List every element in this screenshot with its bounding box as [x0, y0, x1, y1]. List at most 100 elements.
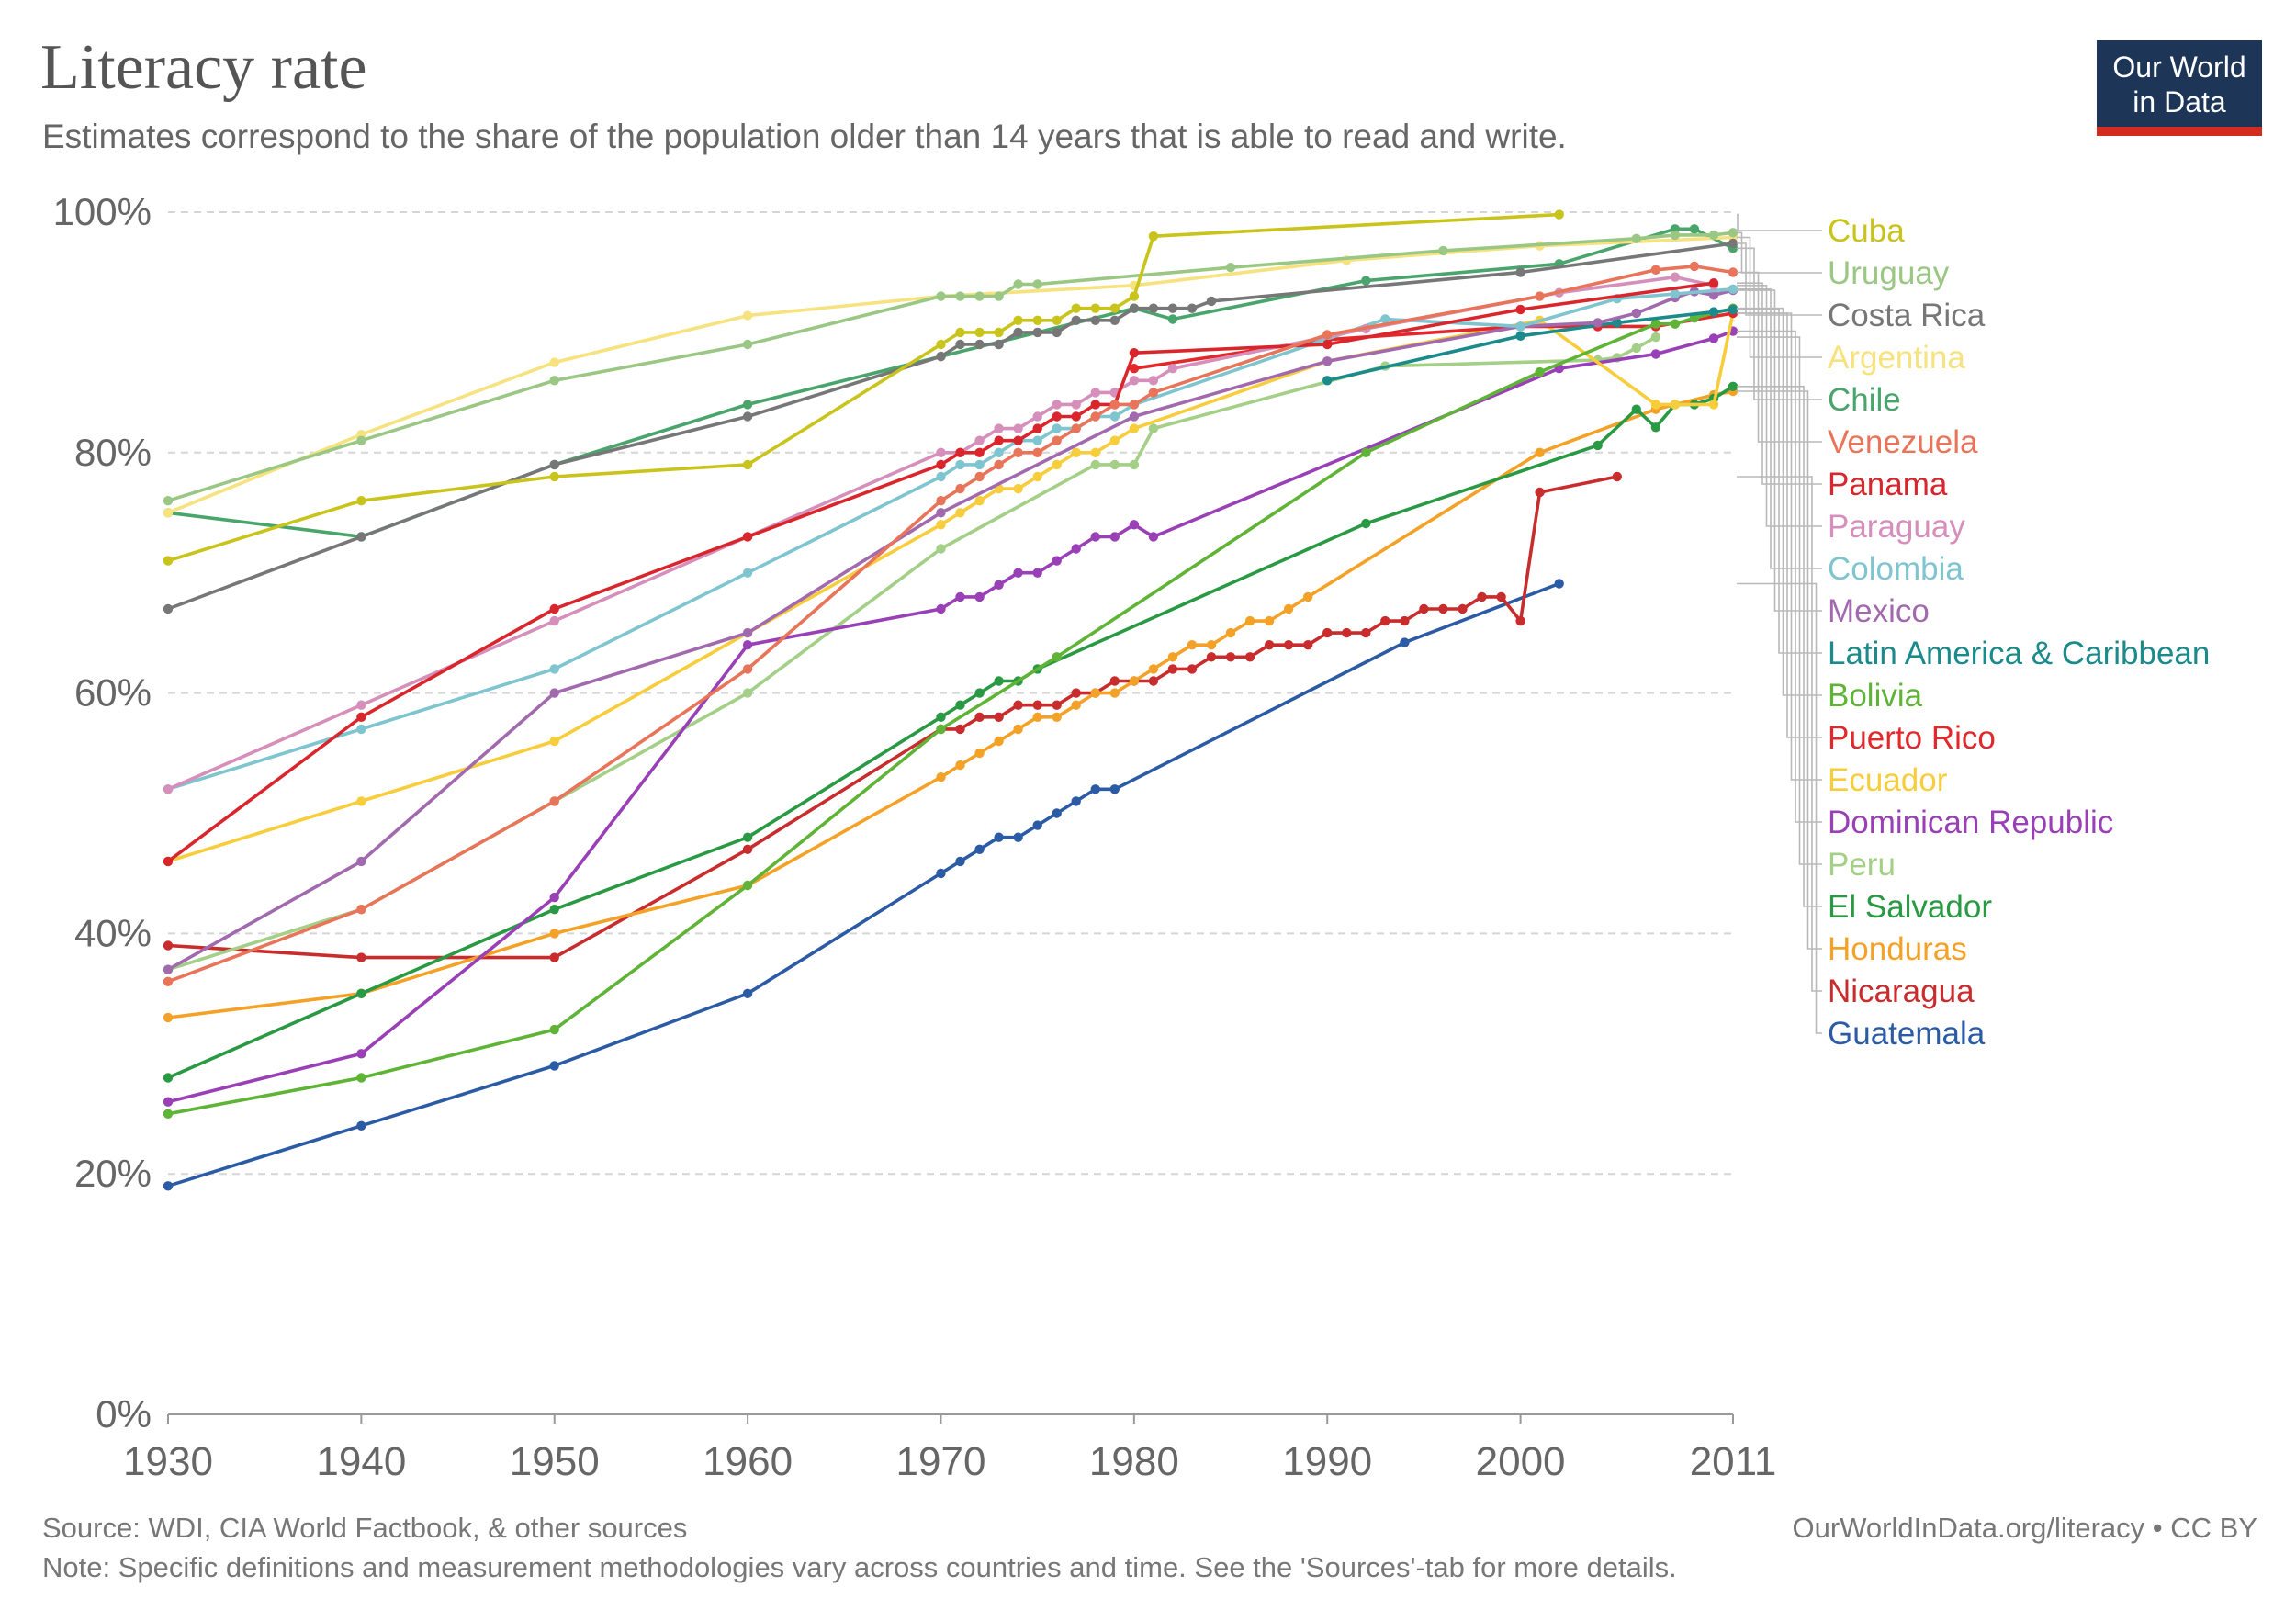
legend-item-latin-america-caribbean[interactable]: Latin America & Caribbean	[1828, 636, 2210, 671]
data-point-argentina[interactable]	[549, 357, 559, 367]
data-point-guatemala[interactable]	[974, 844, 985, 854]
data-point-venezuela[interactable]	[955, 483, 965, 494]
data-point-costa-rica[interactable]	[742, 411, 753, 422]
data-point-costa-rica[interactable]	[549, 459, 559, 470]
data-point-nicaragua[interactable]	[1283, 640, 1294, 650]
data-point-peru[interactable]	[1129, 459, 1140, 470]
data-point-colombia[interactable]	[955, 459, 965, 470]
data-point-nicaragua[interactable]	[1515, 615, 1525, 626]
data-point-honduras[interactable]	[163, 1012, 174, 1023]
data-point-nicaragua[interactable]	[1032, 700, 1042, 710]
data-point-costa-rica[interactable]	[1129, 303, 1140, 313]
data-point-chile[interactable]	[1167, 314, 1178, 324]
data-point-nicaragua[interactable]	[974, 712, 985, 722]
legend-item-nicaragua[interactable]: Nicaragua	[1828, 974, 1975, 1009]
series-line-honduras[interactable]	[167, 389, 1734, 1019]
data-point-panama[interactable]	[994, 435, 1004, 445]
data-point-nicaragua[interactable]	[1013, 700, 1023, 710]
data-point-guatemala[interactable]	[1090, 784, 1101, 794]
data-point-latin-america-caribbean[interactable]	[1515, 331, 1525, 341]
data-point-cuba[interactable]	[1090, 303, 1101, 313]
data-point-mexico[interactable]	[1593, 318, 1603, 328]
data-point-paraguay[interactable]	[1670, 272, 1681, 282]
data-point-paraguay[interactable]	[356, 700, 366, 710]
data-point-nicaragua[interactable]	[1225, 652, 1236, 662]
data-point-dominican-republic[interactable]	[1013, 568, 1023, 578]
data-point-ecuador[interactable]	[1650, 400, 1661, 410]
data-point-colombia[interactable]	[1728, 284, 1739, 294]
data-point-costa-rica[interactable]	[1515, 267, 1525, 277]
data-point-venezuela[interactable]	[1322, 330, 1333, 340]
data-point-panama[interactable]	[163, 856, 174, 867]
data-point-peru[interactable]	[1090, 459, 1101, 470]
data-point-venezuela[interactable]	[1109, 400, 1120, 410]
data-point-nicaragua[interactable]	[1206, 652, 1217, 662]
data-point-venezuela[interactable]	[1535, 291, 1545, 301]
data-point-honduras[interactable]	[936, 772, 946, 782]
data-point-panama[interactable]	[742, 532, 753, 542]
data-point-nicaragua[interactable]	[1244, 652, 1255, 662]
data-point-el-salvador[interactable]	[356, 988, 366, 999]
data-point-nicaragua[interactable]	[1303, 640, 1313, 650]
data-point-panama[interactable]	[955, 447, 965, 457]
legend-item-uruguay[interactable]: Uruguay	[1828, 255, 1950, 291]
data-point-dominican-republic[interactable]	[1032, 568, 1042, 578]
data-point-el-salvador[interactable]	[994, 676, 1004, 686]
data-point-guatemala[interactable]	[1032, 820, 1042, 830]
data-point-guatemala[interactable]	[163, 1181, 174, 1191]
data-point-peru[interactable]	[1650, 332, 1661, 343]
data-point-mexico[interactable]	[549, 688, 559, 698]
footer-url[interactable]: OurWorldInData.org/literacy • CC BY	[1792, 1512, 2257, 1544]
data-point-guatemala[interactable]	[1400, 637, 1410, 647]
data-point-paraguay[interactable]	[1167, 364, 1178, 374]
data-point-uruguay[interactable]	[955, 291, 965, 301]
data-point-dominican-republic[interactable]	[163, 1097, 174, 1107]
data-point-cuba[interactable]	[1148, 231, 1159, 242]
data-point-uruguay[interactable]	[1013, 279, 1023, 289]
data-point-colombia[interactable]	[936, 471, 946, 482]
data-point-bolivia[interactable]	[549, 1024, 559, 1035]
data-point-chile[interactable]	[1689, 224, 1700, 234]
data-point-nicaragua[interactable]	[1148, 676, 1159, 686]
legend-item-argentina[interactable]: Argentina	[1828, 340, 1965, 376]
series-line-guatemala[interactable]	[167, 581, 1560, 1188]
legend-item-costa-rica[interactable]: Costa Rica	[1828, 298, 1986, 333]
data-point-venezuela[interactable]	[1090, 411, 1101, 422]
data-point-ecuador[interactable]	[1032, 471, 1042, 482]
data-point-ecuador[interactable]	[1090, 447, 1101, 457]
data-point-guatemala[interactable]	[1052, 808, 1062, 818]
series-line-colombia[interactable]	[167, 287, 1734, 792]
data-point-ecuador[interactable]	[356, 796, 366, 806]
data-point-paraguay[interactable]	[1032, 411, 1042, 422]
data-point-bolivia[interactable]	[163, 1109, 174, 1120]
data-point-colombia[interactable]	[549, 664, 559, 674]
data-point-panama[interactable]	[1708, 278, 1719, 288]
data-point-cuba[interactable]	[1109, 303, 1120, 313]
data-point-costa-rica[interactable]	[1013, 327, 1023, 338]
data-point-el-salvador[interactable]	[1650, 422, 1661, 433]
data-point-panama[interactable]	[1052, 411, 1062, 422]
data-point-honduras[interactable]	[955, 760, 965, 771]
data-point-colombia[interactable]	[1052, 423, 1062, 433]
data-point-bolivia[interactable]	[1535, 366, 1545, 377]
data-point-ecuador[interactable]	[1013, 483, 1023, 494]
data-point-venezuela[interactable]	[549, 796, 559, 806]
data-point-dominican-republic[interactable]	[1129, 520, 1140, 530]
data-point-ecuador[interactable]	[1708, 400, 1719, 410]
data-point-paraguay[interactable]	[1090, 388, 1101, 398]
data-point-costa-rica[interactable]	[356, 532, 366, 542]
data-point-uruguay[interactable]	[1728, 228, 1739, 238]
data-point-dominican-republic[interactable]	[1109, 532, 1120, 542]
data-point-nicaragua[interactable]	[1458, 603, 1468, 614]
data-point-guatemala[interactable]	[1071, 796, 1081, 806]
data-point-honduras[interactable]	[1206, 640, 1217, 650]
data-point-cuba[interactable]	[955, 327, 965, 338]
data-point-paraguay[interactable]	[1071, 400, 1081, 410]
data-point-peru[interactable]	[1631, 343, 1642, 354]
data-point-uruguay[interactable]	[549, 376, 559, 386]
data-point-panama[interactable]	[1032, 423, 1042, 433]
data-point-puerto-rico[interactable]	[1129, 364, 1140, 374]
data-point-uruguay[interactable]	[936, 291, 946, 301]
data-point-nicaragua[interactable]	[1380, 615, 1390, 626]
data-point-honduras[interactable]	[1071, 700, 1081, 710]
